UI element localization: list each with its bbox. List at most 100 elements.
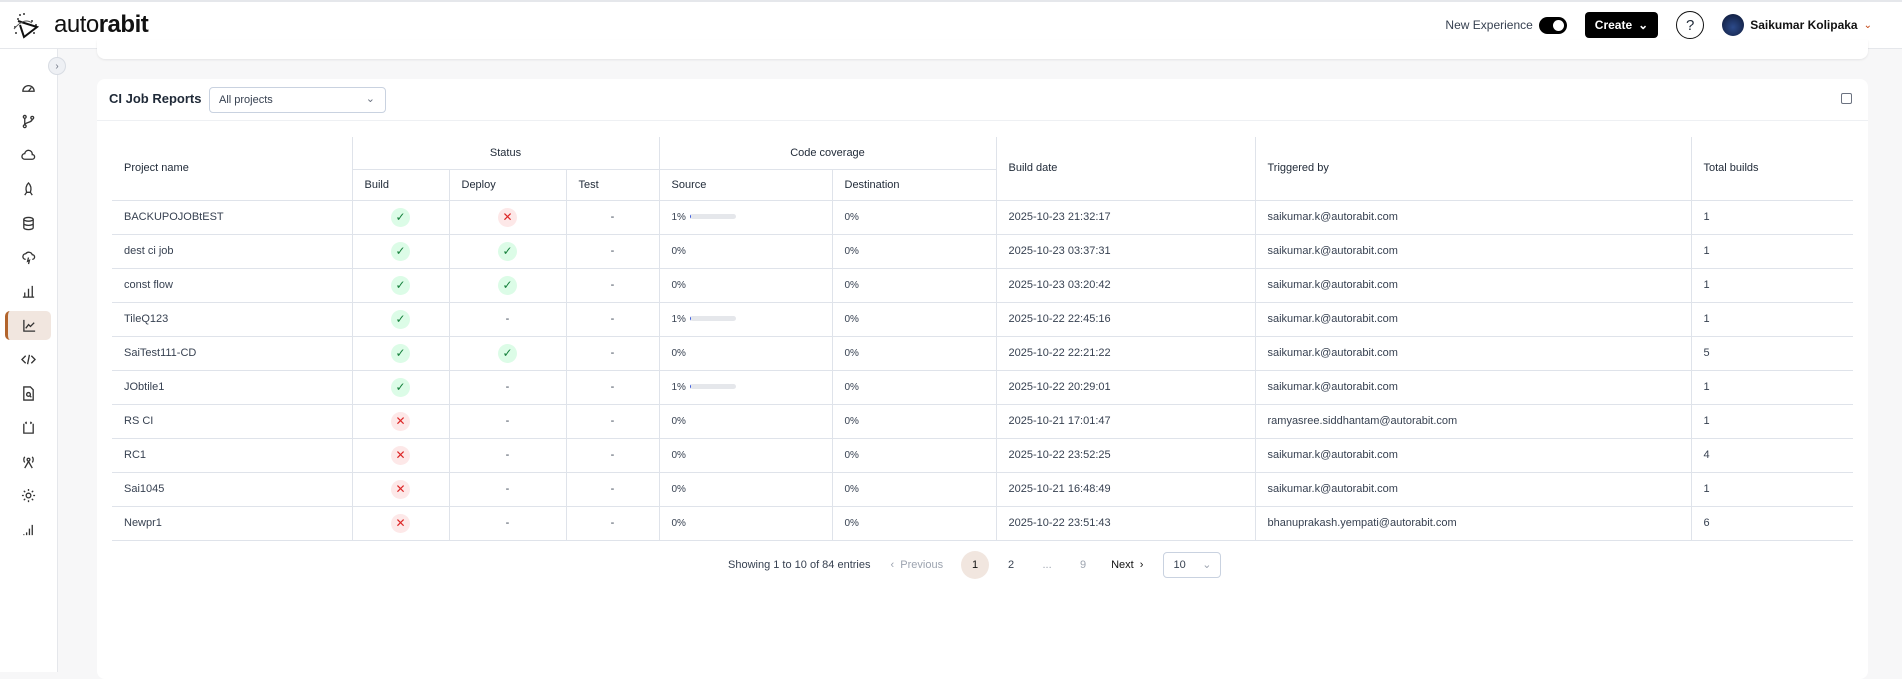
line-chart-icon: [23, 319, 36, 332]
sidebar-item-git-branch[interactable]: [5, 107, 51, 136]
table-row[interactable]: SaiTest111-CD ✓ ✓ -0% 0% 2025-10-22 22:21:22 s…: [112, 336, 1853, 371]
project-name[interactable]: SaiTest111-CD: [112, 336, 352, 371]
table-row[interactable]: const flow ✓ ✓ -0% 0% 2025-10-23 03:20:42 saik…: [112, 268, 1853, 303]
help-button[interactable]: ?: [1676, 11, 1705, 39]
user-name[interactable]: Saikumar Kolipaka: [1750, 18, 1858, 32]
build-failed-x-icon: ✕: [391, 513, 410, 533]
sidebar-item-antenna[interactable]: [5, 447, 51, 476]
test-value: -: [565, 336, 659, 371]
sidebar-item-bar-chart[interactable]: [5, 277, 51, 306]
project-name[interactable]: RS CI: [112, 404, 352, 439]
table-row[interactable]: TileQ123 ✓ - -1% 0% 2025-10-22 22:45:16 saikum…: [112, 302, 1853, 337]
build-success-check-icon: ✓: [391, 377, 410, 397]
project-name[interactable]: JObtile1: [112, 370, 352, 405]
sidebar-item-database[interactable]: [5, 209, 51, 238]
total-builds: 1: [1690, 404, 1853, 439]
deploy-success-check-icon: ✓: [498, 275, 517, 295]
project-name[interactable]: dest ci job: [112, 234, 352, 269]
destination-coverage: 0%: [831, 336, 996, 371]
build-date: 2025-10-23 03:37:31: [995, 234, 1255, 269]
new-experience-toggle[interactable]: [1538, 16, 1567, 34]
sidebar-item-code-file[interactable]: [5, 413, 51, 442]
source-coverage: 0%: [671, 279, 686, 291]
col-group-status: Status: [351, 137, 659, 170]
sidebar-item-gear[interactable]: [5, 481, 51, 510]
build-failed-x-icon: ✕: [391, 479, 410, 499]
sidebar-item-file-search[interactable]: [5, 379, 51, 408]
total-builds: 1: [1690, 268, 1853, 303]
sidebar-item-signal[interactable]: [5, 515, 51, 544]
user-menu-chevron-icon[interactable]: ⌄: [1863, 19, 1872, 31]
project-name[interactable]: RC1: [112, 438, 352, 473]
project-name[interactable]: TileQ123: [112, 302, 352, 337]
table-row[interactable]: dest ci job ✓ ✓ -0% 0% 2025-10-23 03:37:31 sai…: [112, 234, 1853, 269]
rocket-icon: [23, 182, 33, 196]
sidebar-item-rocket[interactable]: [5, 175, 51, 204]
page-1[interactable]: 1: [961, 551, 990, 579]
project-name[interactable]: Sai1045: [112, 472, 352, 507]
page-size-select[interactable]: 10 ⌄: [1163, 552, 1222, 578]
avatar[interactable]: [1722, 14, 1745, 36]
col-build: Build: [351, 169, 449, 201]
project-name[interactable]: const flow: [112, 268, 352, 303]
table-row[interactable]: RS CI ✕ - -0% 0% 2025-10-21 17:01:47 ramyasree…: [112, 404, 1853, 439]
sidebar-item-dashboard-gauge[interactable]: [5, 73, 51, 102]
page-2[interactable]: 2: [1008, 559, 1015, 571]
sidebar-item-cloud-lightning[interactable]: [5, 243, 51, 272]
col-total-builds[interactable]: Total builds: [1690, 137, 1853, 201]
brand-name: autorabit: [54, 11, 149, 38]
col-group-code-coverage: Code coverage: [658, 137, 996, 170]
source-coverage-bar: [689, 214, 736, 220]
expand-icon[interactable]: [1841, 93, 1852, 104]
sidebar-expand-button[interactable]: ›: [48, 57, 66, 75]
next-button[interactable]: Next ›: [1111, 559, 1144, 571]
col-source: Source: [658, 169, 832, 201]
test-value: -: [565, 234, 659, 269]
chevron-down-icon: ⌄: [365, 93, 375, 105]
project-name[interactable]: Newpr1: [112, 506, 352, 541]
logo[interactable]: autorabit: [10, 9, 149, 41]
sidebar-item-code[interactable]: [5, 345, 51, 374]
destination-coverage: 0%: [831, 438, 996, 473]
total-builds: 1: [1690, 302, 1853, 337]
previous-button[interactable]: ‹ Previous: [890, 559, 944, 571]
sidebar-item-cloud[interactable]: [5, 141, 51, 170]
table-row[interactable]: RC1 ✕ - -0% 0% 2025-10-22 23:52:25 saikumar.k@…: [112, 438, 1853, 473]
source-coverage: 0%: [671, 449, 686, 461]
create-button[interactable]: Create ⌄: [1584, 12, 1659, 38]
build-success-check-icon: ✓: [391, 207, 410, 227]
project-filter-select[interactable]: All projects ⌄: [209, 87, 386, 113]
file-search-icon: [22, 386, 34, 401]
build-date: 2025-10-22 20:29:01: [995, 370, 1255, 405]
pagination: Showing 1 to 10 of 84 entries ‹ Previous…: [728, 551, 1222, 579]
triggered-by: saikumar.k@autorabit.com: [1254, 302, 1691, 337]
source-coverage: 1%: [671, 211, 686, 223]
sidebar-item-line-chart[interactable]: [5, 311, 51, 340]
cloud-lightning-icon: [21, 251, 35, 265]
table-row[interactable]: JObtile1 ✓ - -1% 0% 2025-10-22 20:29:01 saikum…: [112, 370, 1853, 405]
source-coverage-bar: [689, 316, 736, 322]
col-project-name[interactable]: Project name: [112, 137, 352, 201]
test-value: -: [565, 506, 659, 541]
total-builds: 4: [1690, 438, 1853, 473]
triggered-by: bhanuprakash.yempati@autorabit.com: [1254, 506, 1691, 541]
gear-icon: [21, 488, 35, 503]
build-date: 2025-10-22 23:51:43: [995, 506, 1255, 541]
page-9[interactable]: 9: [1080, 559, 1087, 571]
destination-coverage: 0%: [831, 268, 996, 303]
deploy-value: -: [505, 415, 510, 427]
table-row[interactable]: Sai1045 ✕ - -0% 0% 2025-10-21 16:48:49 saikuma…: [112, 472, 1853, 507]
col-build-date[interactable]: Build date: [995, 137, 1255, 201]
source-coverage: 1%: [671, 313, 686, 325]
col-triggered-by[interactable]: Triggered by: [1254, 137, 1691, 201]
source-coverage: 0%: [671, 415, 686, 427]
project-name[interactable]: BACKUPOJOBtEST: [112, 200, 352, 235]
signal-icon: [22, 524, 33, 536]
build-date: 2025-10-22 22:21:22: [995, 336, 1255, 371]
cloud-icon: [20, 149, 35, 160]
table-row[interactable]: Newpr1 ✕ - -0% 0% 2025-10-22 23:51:43 bhanupra…: [112, 506, 1853, 541]
triggered-by: saikumar.k@autorabit.com: [1254, 370, 1691, 405]
table-row[interactable]: BACKUPOJOBtEST ✓ ✕ -1% 0% 2025-10-23 21:32:17…: [112, 200, 1853, 235]
triggered-by: saikumar.k@autorabit.com: [1254, 438, 1691, 473]
test-value: -: [565, 268, 659, 303]
